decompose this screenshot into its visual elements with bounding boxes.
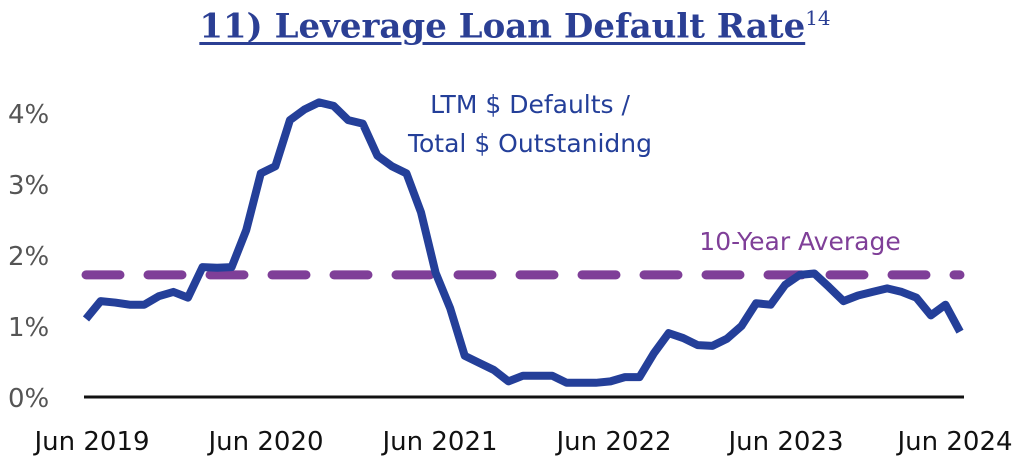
x-tick-label: Jun 2024 — [895, 427, 1012, 457]
default-rate-line — [82, 98, 964, 387]
average-label: 10-Year Average — [699, 227, 900, 256]
x-tick-label: Jun 2023 — [726, 427, 843, 457]
title-text: 11) Leverage Loan Default Rate — [199, 6, 806, 47]
x-tick-label: Jun 2021 — [380, 427, 497, 457]
title-footnote: 14 — [805, 6, 831, 30]
x-tick-label: Jun 2019 — [32, 427, 149, 457]
series-label-line2: Total $ Outstanidng — [407, 129, 652, 158]
y-tick-label: 2% — [8, 242, 49, 272]
y-tick-label: 4% — [8, 100, 49, 130]
x-tick-label: Jun 2022 — [554, 427, 671, 457]
x-tick-label: Jun 2020 — [206, 427, 323, 457]
chart-title: 11) Leverage Loan Default Rate14 — [0, 6, 1030, 46]
y-tick-label: 1% — [8, 313, 49, 343]
series-label-line1: LTM $ Defaults / — [430, 90, 630, 119]
y-tick-label: 3% — [8, 171, 49, 201]
y-tick-label: 0% — [8, 384, 49, 414]
